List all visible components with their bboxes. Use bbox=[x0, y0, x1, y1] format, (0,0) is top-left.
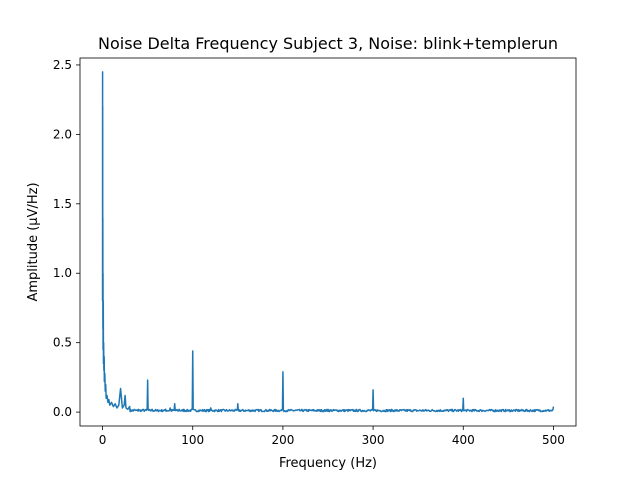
x-tick-label: 100 bbox=[181, 433, 204, 447]
chart-title: Noise Delta Frequency Subject 3, Noise: … bbox=[98, 34, 558, 53]
series-line bbox=[101, 71, 555, 413]
x-tick-label: 300 bbox=[362, 433, 385, 447]
y-axis: 0.0 0.5 1.0 1.5 2.0 2.5 bbox=[53, 58, 80, 419]
x-tick-label: 500 bbox=[542, 433, 565, 447]
axes-frame bbox=[79, 57, 577, 427]
y-tick-label: 2.5 bbox=[53, 58, 72, 72]
y-tick-label: 1.0 bbox=[53, 266, 72, 280]
x-tick-label: 200 bbox=[271, 433, 294, 447]
x-axis: 0 100 200 300 400 500 bbox=[99, 426, 565, 447]
x-tick-label: 0 bbox=[99, 433, 107, 447]
x-axis-label: Frequency (Hz) bbox=[279, 456, 377, 471]
x-tick-label: 400 bbox=[452, 433, 475, 447]
y-axis-label: Amplitude (μV/Hz) bbox=[26, 182, 41, 301]
plot-area bbox=[101, 71, 555, 413]
y-tick-label: 2.0 bbox=[53, 127, 72, 141]
y-tick-label: 0.5 bbox=[53, 336, 72, 350]
y-tick-label: 1.5 bbox=[53, 197, 72, 211]
y-tick-label: 0.0 bbox=[53, 405, 72, 419]
